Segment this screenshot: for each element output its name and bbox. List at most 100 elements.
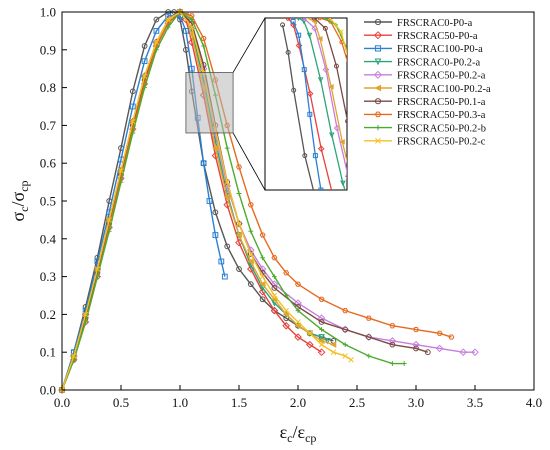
inset-point <box>333 63 339 69</box>
y-tick-label: 0.0 <box>40 383 56 398</box>
data-point <box>236 164 242 170</box>
legend-entry: FRSCRAC100-P0-a <box>364 44 483 55</box>
data-point <box>188 13 195 19</box>
data-point <box>165 24 171 30</box>
x-tick-label: 3.5 <box>467 395 483 410</box>
x-tick-label: 2.0 <box>290 395 306 410</box>
data-point <box>259 232 266 238</box>
data-point <box>142 85 147 90</box>
data-point <box>342 326 349 333</box>
data-point <box>366 353 372 359</box>
inset-point <box>312 153 318 159</box>
data-point <box>390 361 395 366</box>
inset-point <box>316 35 323 42</box>
inset-point <box>338 29 344 35</box>
inset-series-FRSCRAC50-P0.1-a <box>311 18 347 124</box>
legend-label: FRSCRAC50-P0.1-a <box>397 97 486 108</box>
x-tick-label: 2.5 <box>349 395 365 410</box>
data-point <box>183 28 189 34</box>
inset-point <box>301 18 307 25</box>
legend-entry: FRSCRAC50-P0.3-a <box>364 110 486 121</box>
inset-series-FRSCRAC0-P0-a <box>280 22 315 190</box>
data-point <box>200 35 207 42</box>
x-tick-label: 1.0 <box>172 395 188 410</box>
data-point <box>224 179 230 185</box>
x-axis-title: εc/εcp <box>280 422 317 445</box>
data-point <box>318 341 325 348</box>
y-tick-label: 0.1 <box>40 345 56 360</box>
data-point <box>236 191 242 196</box>
data-point <box>271 285 278 291</box>
data-point <box>283 270 290 276</box>
data-point <box>189 24 195 30</box>
legend-label: FRSCRAC100-P0.2-a <box>397 84 491 95</box>
inset-series <box>280 18 347 190</box>
data-point <box>318 334 325 341</box>
legend-label: FRSCRAC0-P0-a <box>397 18 473 29</box>
data-point <box>223 194 231 201</box>
data-point <box>212 232 219 238</box>
axis-layer: 0.0 0.5 1.0 1.5 2.0 2.5 3.0 3.5 4.0 0.0 0.1 0.2 0.3 0… <box>40 5 542 411</box>
inset-point <box>280 22 286 28</box>
data-point <box>307 330 313 337</box>
inset-line <box>303 18 347 175</box>
data-point <box>283 307 289 314</box>
data-point <box>319 327 324 332</box>
data-point <box>248 251 254 257</box>
y-tick-label: 0.9 <box>40 42 56 57</box>
data-point <box>342 308 349 314</box>
data-point <box>282 321 291 330</box>
data-point <box>130 130 136 136</box>
y-tick-label: 0.6 <box>40 156 57 171</box>
data-point <box>389 341 396 348</box>
data-point <box>235 231 242 239</box>
x-tick-label: 1.5 <box>231 395 247 410</box>
inset-point <box>322 25 328 31</box>
connector-line <box>232 17 266 73</box>
series-line <box>61 11 405 391</box>
data-point <box>189 17 195 22</box>
inset-point <box>327 18 333 21</box>
data-point <box>129 88 136 95</box>
data-point <box>247 281 254 288</box>
inset-point <box>344 174 347 179</box>
inset-line <box>287 18 333 190</box>
data-point <box>129 103 136 110</box>
data-point <box>271 292 278 299</box>
legend-marker <box>373 31 383 40</box>
inset-layer <box>264 17 348 191</box>
data-point <box>218 258 225 265</box>
inset-point <box>305 18 312 21</box>
data-point <box>318 337 325 345</box>
data-point <box>342 342 348 348</box>
legend-label: FRSCRAC0-P0.2-a <box>397 57 480 68</box>
inset-point <box>307 111 313 117</box>
inset-point <box>318 187 324 190</box>
data-point <box>324 337 331 345</box>
inset-point <box>301 67 307 73</box>
data-point <box>448 334 455 340</box>
data-point <box>389 323 396 329</box>
y-tick-label: 1.0 <box>40 5 56 20</box>
data-point <box>141 73 148 80</box>
data-point <box>413 326 419 333</box>
legend-entry: FRSCRAC50-P0.2-a <box>364 71 486 82</box>
legend-marker <box>374 18 382 26</box>
legend-label: FRSCRAC100-P0-a <box>397 44 483 55</box>
x-tick-label: 0.5 <box>113 395 129 410</box>
legend-entry: FRSCRAC100-P0.2-a <box>364 84 491 95</box>
inset-point <box>311 18 317 21</box>
inset-point <box>302 153 308 159</box>
data-point <box>153 16 160 23</box>
legend: FRSCRAC0-P0-a FRSCRAC50-P0-a FRSCRAC100-P0… <box>364 18 491 148</box>
zoom-box-layer <box>185 17 266 191</box>
legend-marker <box>374 84 382 92</box>
data-point <box>365 315 372 321</box>
inset-point <box>306 32 313 39</box>
data-point <box>259 273 266 280</box>
series-line <box>61 15 226 391</box>
data-point <box>270 306 279 315</box>
inset-series-FRSCRAC0-P0.2-a <box>296 18 346 190</box>
y-axis-title: σc/σcp <box>8 180 31 221</box>
